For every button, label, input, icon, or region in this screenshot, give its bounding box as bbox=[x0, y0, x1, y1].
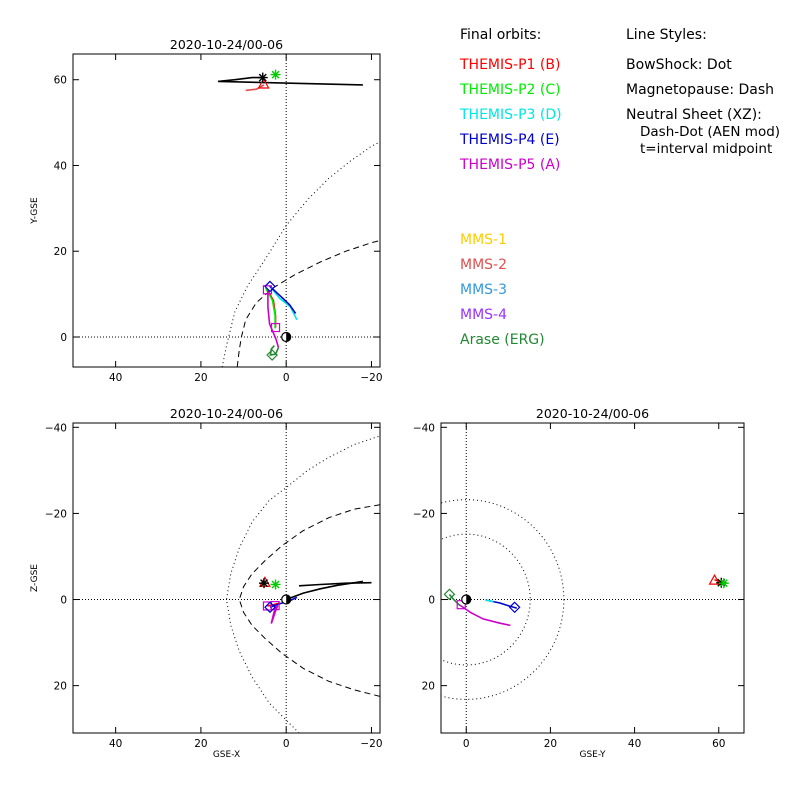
y-tick-label: 40 bbox=[54, 160, 67, 172]
y-tick-label: −40 bbox=[45, 422, 67, 434]
x-tick-label: 20 bbox=[194, 372, 207, 384]
plot-frame bbox=[440, 422, 745, 734]
magnetopause-curve bbox=[238, 504, 380, 697]
plot-area bbox=[441, 423, 744, 733]
y-tick-label: 0 bbox=[60, 595, 67, 607]
plot-area bbox=[73, 423, 380, 733]
marker-diamond bbox=[508, 601, 521, 614]
magnetopause-circle-curve bbox=[441, 533, 531, 666]
y-axis-label: Y-GSE bbox=[30, 197, 40, 225]
marker-square bbox=[270, 600, 280, 611]
x-tick-label: −20 bbox=[360, 372, 382, 384]
chart-panel-2: 2020-10-24/00-06 40 20 0 −20 20 0 −20 −40 GSE-X Z-… bbox=[30, 406, 383, 760]
marker-diamond bbox=[266, 349, 278, 361]
magnetopause-curve bbox=[236, 240, 380, 367]
y-tick-label: 60 bbox=[54, 75, 67, 87]
marker-diamond bbox=[264, 280, 276, 293]
y-tick-label: 0 bbox=[428, 595, 435, 607]
plot-area bbox=[73, 54, 380, 367]
marker-diamond bbox=[264, 601, 276, 614]
chart-title: 2020-10-24/00-06 bbox=[536, 406, 649, 421]
bowshock-curve bbox=[225, 435, 380, 733]
legend-arase: Arase (ERG) bbox=[460, 332, 545, 348]
chart-panel-3: 2020-10-24/00-06 0 20 40 60 20 0 −20 −40 GSE-Y bbox=[413, 406, 745, 760]
plot-frame bbox=[72, 422, 381, 734]
x-tick-label: 40 bbox=[628, 738, 641, 750]
legend-orbit-p2: THEMIS-P2 (C) bbox=[460, 82, 561, 98]
legend-styles-title: Line Styles: bbox=[626, 27, 707, 43]
legend-style-bowshock: BowShock: Dot bbox=[626, 57, 732, 73]
orbit-mms-2 bbox=[245, 84, 265, 92]
y-tick-label: −20 bbox=[413, 508, 435, 520]
x-tick-label: 40 bbox=[109, 738, 122, 750]
orbit-p2-loop bbox=[269, 345, 280, 356]
x-tick-label: 20 bbox=[194, 738, 207, 750]
x-tick-label: −20 bbox=[360, 738, 382, 750]
marker-star bbox=[270, 69, 281, 80]
x-tick-label: 0 bbox=[283, 738, 290, 750]
marker-triangle bbox=[257, 77, 270, 89]
orbit-themis-p3-d bbox=[485, 599, 494, 603]
marker-star bbox=[718, 578, 729, 589]
orbit-themis-p1-b bbox=[267, 602, 281, 607]
orbit-themis-p5-a bbox=[267, 290, 280, 348]
marker-square bbox=[270, 322, 281, 333]
earth-icon bbox=[281, 331, 292, 343]
x-axis-label: GSE-X bbox=[213, 750, 240, 760]
orbit-mms-1 bbox=[217, 76, 363, 86]
orbit-themis-p3-d bbox=[268, 284, 298, 321]
legend-orbit-p5: THEMIS-P5 (A) bbox=[460, 157, 561, 173]
y-tick-label: 0 bbox=[60, 332, 67, 344]
x-tick-label: 60 bbox=[712, 738, 725, 750]
legend-orbit-p3: THEMIS-P3 (D) bbox=[460, 107, 562, 123]
x-tick-label: 0 bbox=[463, 738, 470, 750]
chart-title: 2020-10-24/00-06 bbox=[170, 406, 283, 421]
legend-style-neutral-sheet: Neutral Sheet (XZ): bbox=[626, 107, 762, 123]
orbit-themis-p4-e bbox=[269, 285, 297, 314]
y-tick-label: 20 bbox=[54, 681, 67, 693]
orbit-themis-p5-a bbox=[459, 604, 511, 627]
y-axis-label: Z-GSE bbox=[30, 564, 40, 592]
y-tick-label: −20 bbox=[45, 508, 67, 520]
legend-style-dash-dot: Dash-Dot (AEN mod) bbox=[640, 124, 781, 140]
legend-style-midpoint: t=interval midpoint bbox=[640, 141, 773, 157]
marker-star bbox=[257, 72, 268, 83]
marker-triangle bbox=[708, 573, 721, 585]
x-tick-label: 40 bbox=[109, 372, 122, 384]
legend-mms-2: MMS-2 bbox=[460, 257, 508, 273]
legend-mms-1: MMS-1 bbox=[460, 232, 508, 248]
marker-star bbox=[270, 579, 281, 590]
y-tick-label: 20 bbox=[54, 246, 67, 258]
marker-star bbox=[259, 578, 270, 589]
bowshock-circle-curve bbox=[441, 499, 565, 700]
legend-orbit-p4: THEMIS-P4 (E) bbox=[460, 132, 560, 148]
y-tick-label: −40 bbox=[413, 422, 435, 434]
legend-mms-4: MMS-4 bbox=[460, 307, 508, 323]
chart-panel-1: 2020-10-24/00-06 40 20 0 −20 0 20 40 60 Y-GSE bbox=[30, 37, 383, 384]
legend-style-magnetopause: Magnetopause: Dash bbox=[626, 82, 775, 98]
bowshock-curve bbox=[221, 141, 380, 367]
earth-icon bbox=[281, 594, 292, 605]
x-tick-label: 0 bbox=[283, 372, 290, 384]
legend-orbit-p1: THEMIS-P1 (B) bbox=[460, 57, 561, 73]
earth-icon bbox=[461, 594, 472, 605]
orbit-black-trace-2 bbox=[298, 581, 372, 587]
x-tick-label: 20 bbox=[544, 738, 557, 750]
x-axis-label: GSE-Y bbox=[579, 750, 606, 760]
marker-diamond bbox=[443, 588, 456, 601]
legend-orbits-title: Final orbits: bbox=[460, 27, 542, 43]
chart-title: 2020-10-24/00-06 bbox=[170, 37, 283, 52]
marker-square bbox=[456, 600, 466, 610]
legend-mms-3: MMS-3 bbox=[460, 282, 508, 298]
y-tick-label: 20 bbox=[422, 681, 435, 693]
plot-frame bbox=[72, 53, 381, 368]
